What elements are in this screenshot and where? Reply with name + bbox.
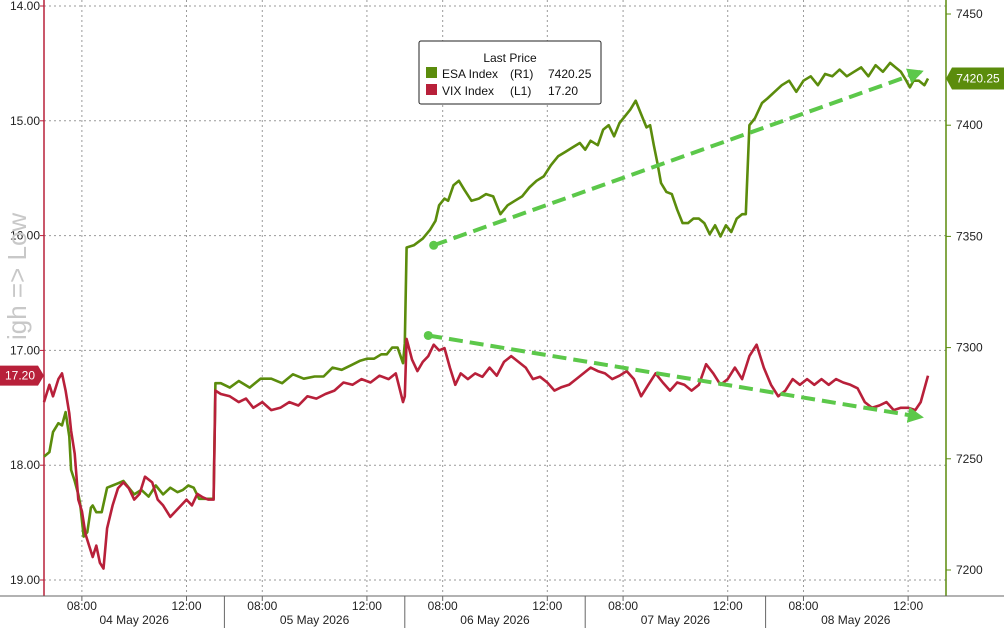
right-tick-label: 7450 (956, 7, 983, 21)
x-tick-label: 08:00 (788, 599, 818, 613)
right-last-value-label: 7420.25 (956, 71, 1000, 85)
right-tick-label: 7250 (956, 452, 983, 466)
x-date-label: 04 May 2026 (100, 613, 170, 627)
right-tick-label: 7300 (956, 341, 983, 355)
right-tick-label: 7400 (956, 118, 983, 132)
legend-swatch-esa (426, 67, 437, 78)
left-tick-label: 19.00 (10, 573, 40, 587)
label-layer: 17.20 7420.25 (0, 67, 1004, 386)
x-date-label: 06 May 2026 (460, 613, 530, 627)
x-tick-label: 12:00 (713, 599, 743, 613)
legend-value-esa: 7420.25 (548, 67, 592, 81)
left-tick-label: 16.00 (10, 229, 40, 243)
legend-ticker-esa: ESA Index (442, 67, 498, 81)
right-tick-label: 7350 (956, 229, 983, 243)
x-tick-label: 12:00 (893, 599, 923, 613)
x-date-label: 08 May 2026 (821, 613, 891, 627)
legend: Last Price ESA Index (R1) 7420.25 VIX In… (418, 40, 602, 105)
x-tick-label: 08:00 (67, 599, 97, 613)
left-tick-label: 14.00 (10, 0, 40, 13)
series-line-esa-index (43, 61, 930, 538)
x-date-label: 07 May 2026 (641, 613, 711, 627)
x-tick-label: 08:00 (428, 599, 458, 613)
x-tick-label: 12:00 (532, 599, 562, 613)
legend-value-vix: 17.20 (548, 84, 578, 98)
left-tick-label: 15.00 (10, 114, 40, 128)
x-tick-label: 12:00 (352, 599, 382, 613)
x-tick-label: 08:00 (608, 599, 638, 613)
trend-arrow-layer (423, 68, 924, 423)
legend-axis-vix: (L1) (510, 84, 531, 98)
series-layer (42, 61, 930, 570)
legend-box (418, 40, 602, 105)
legend-ticker-vix: VIX Index (442, 84, 494, 98)
left-tick-label: 18.00 (10, 458, 40, 472)
right-tick-label: 7200 (956, 563, 983, 577)
series-line-vix-index (42, 337, 930, 570)
watermark-text: igh => Low (2, 213, 32, 340)
legend-axis-esa: (R1) (510, 67, 533, 81)
legend-title: Last Price (483, 51, 537, 65)
legend-swatch-vix (426, 84, 437, 95)
x-date-label: 05 May 2026 (280, 613, 350, 627)
left-last-value-label: 17.20 (5, 369, 35, 383)
x-tick-label: 12:00 (172, 599, 202, 613)
x-tick-label: 08:00 (247, 599, 277, 613)
right-last-value-badge (946, 67, 1004, 90)
trend-arrow (432, 68, 924, 248)
left-last-value-badge (0, 365, 44, 386)
left-tick-label: 17.00 (10, 343, 40, 357)
